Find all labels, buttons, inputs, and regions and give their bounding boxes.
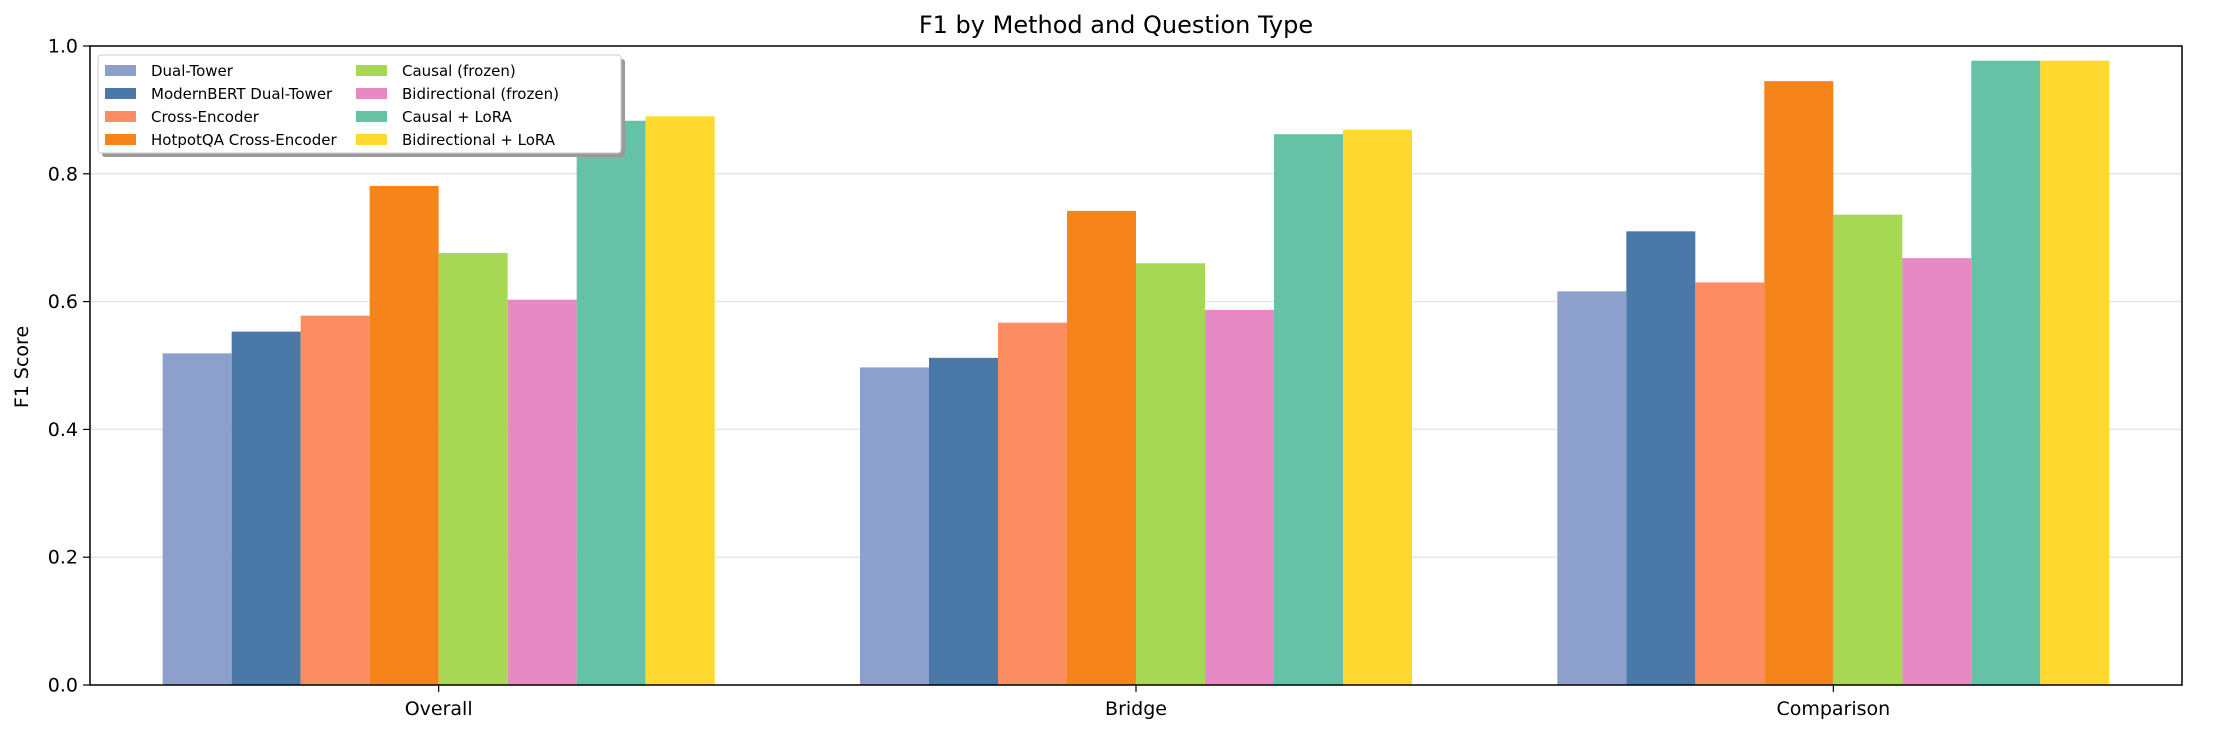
bar [1695, 282, 1765, 685]
y-tick-label: 0.0 [48, 675, 78, 697]
legend: Dual-Tower ModernBERT Dual-Tower Cross-Enc… [97, 54, 625, 157]
legend-label: Bidirectional + LoRA [402, 131, 556, 149]
legend-label: Bidirectional (frozen) [402, 85, 559, 103]
bar [860, 367, 929, 685]
bar [1343, 129, 1412, 686]
bar [2040, 60, 2110, 685]
bar [1067, 210, 1136, 685]
bar [1833, 214, 1903, 686]
bar [1557, 291, 1627, 685]
bar [998, 322, 1067, 685]
x-tick-label: Overall [405, 698, 473, 720]
y-tick-label: 0.6 [48, 291, 78, 313]
legend-swatch [356, 65, 387, 76]
legend-swatch [356, 111, 387, 122]
bar [438, 253, 508, 685]
legend-label: Causal (frozen) [402, 62, 516, 80]
legend-swatch [105, 65, 136, 76]
legend-swatch [105, 111, 136, 122]
y-axis-label: F1 Score [11, 326, 33, 408]
legend-label: ModernBERT Dual-Tower [151, 85, 333, 103]
bar [929, 357, 998, 685]
x-axis-ticks: Overall Bridge Comparison [405, 685, 1890, 720]
legend-label: HotpotQA Cross-Encoder [151, 131, 337, 149]
y-axis-ticks: 0.0 0.2 0.4 0.6 0.8 1.0 [48, 36, 90, 697]
y-tick-label: 0.2 [48, 547, 78, 569]
bar [300, 315, 370, 685]
x-tick-label: Bridge [1105, 698, 1167, 720]
bar [645, 116, 715, 686]
bar [507, 299, 577, 685]
legend-box [97, 54, 622, 154]
x-tick-label: Comparison [1776, 698, 1890, 720]
bar [231, 331, 301, 685]
bars [162, 60, 2110, 686]
bar [1902, 258, 1972, 685]
bar [1626, 231, 1696, 685]
legend-label: Causal + LoRA [402, 108, 513, 126]
legend-swatch [356, 88, 387, 99]
legend-swatch [105, 88, 136, 99]
legend-swatch [356, 134, 387, 145]
chart-title: F1 by Method and Question Type [919, 11, 1313, 39]
bar [1205, 309, 1274, 685]
legend-label: Dual-Tower [151, 62, 234, 80]
bar [369, 185, 439, 686]
legend-swatch [105, 134, 136, 145]
y-tick-label: 1.0 [48, 36, 78, 58]
y-tick-label: 0.8 [48, 163, 78, 185]
bar [162, 353, 232, 685]
legend-label: Cross-Encoder [151, 108, 260, 126]
bar [1136, 263, 1205, 685]
y-tick-label: 0.4 [48, 419, 78, 441]
bar [1971, 60, 2041, 685]
bar [1274, 134, 1343, 685]
bar [576, 120, 646, 685]
bar [1764, 81, 1834, 685]
